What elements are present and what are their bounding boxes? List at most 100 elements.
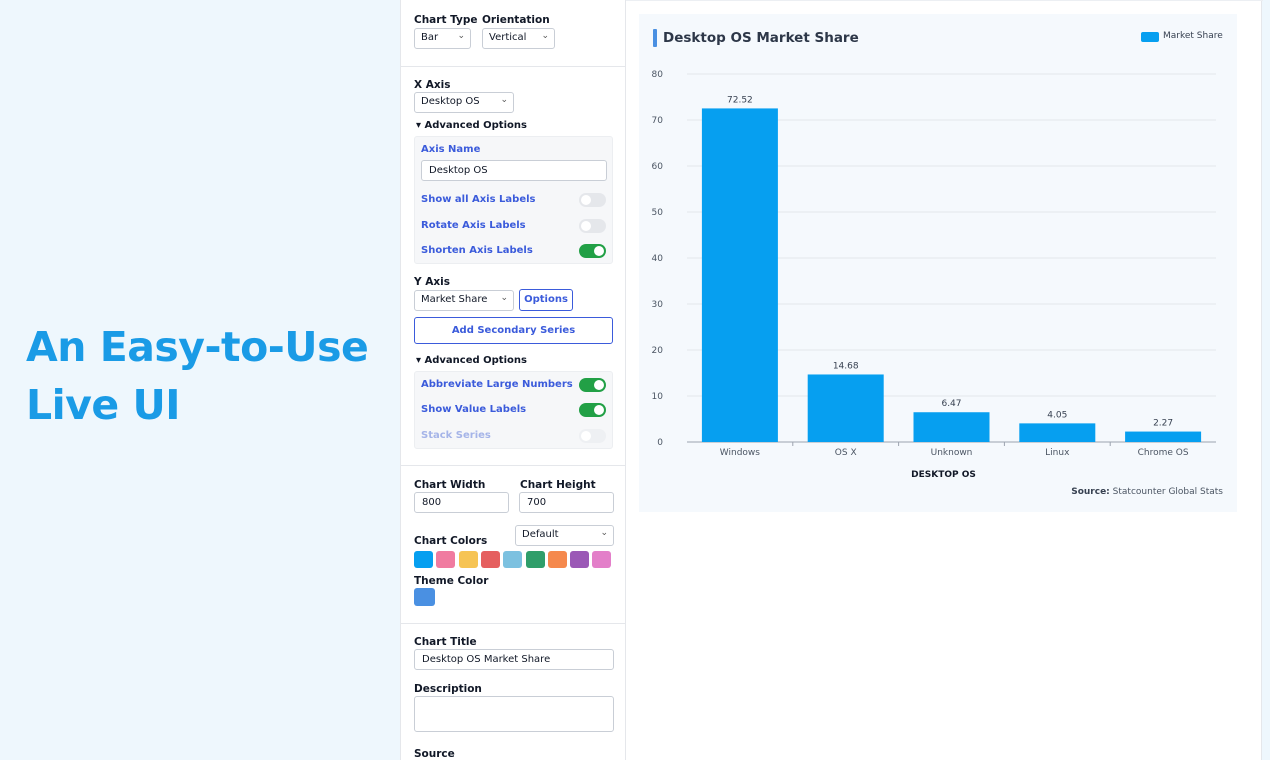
stack-series-label: Stack Series bbox=[421, 430, 491, 441]
title-accent-bar bbox=[653, 29, 657, 47]
chart-colors-label: Chart Colors bbox=[414, 535, 488, 547]
chart-colors-preset-value: Default bbox=[522, 529, 559, 540]
color-swatch[interactable] bbox=[503, 551, 523, 568]
chevron-down-icon: ⌄ bbox=[541, 31, 549, 41]
value-label: 2.27 bbox=[1153, 419, 1173, 429]
color-swatch[interactable] bbox=[414, 551, 433, 568]
section-divider bbox=[401, 66, 626, 67]
chart-height-label: Chart Height bbox=[520, 479, 596, 491]
y-axis-label: Y Axis bbox=[414, 276, 451, 288]
bar bbox=[1125, 431, 1202, 442]
bar bbox=[807, 374, 884, 442]
axis-name-input[interactable]: Desktop OS bbox=[421, 160, 607, 181]
y-axis-options-button[interactable]: Options bbox=[519, 289, 573, 311]
chart-preview: Desktop OS Market Share Market Share 0 10… bbox=[626, 0, 1263, 760]
chart-colors-preset-select[interactable]: Default ⌄ bbox=[515, 525, 614, 546]
value-label: 14.68 bbox=[833, 361, 859, 371]
chevron-down-icon: ⌄ bbox=[600, 528, 608, 538]
color-swatch[interactable] bbox=[570, 551, 590, 568]
x-axis-title: DESKTOP OS bbox=[911, 470, 976, 480]
chart-width-label: Chart Width bbox=[414, 479, 486, 491]
chevron-down-icon: ⌄ bbox=[457, 31, 465, 41]
chart-builder-app: Chart Type Bar ⌄ Orientation Vertical ⌄ … bbox=[400, 0, 1263, 760]
x-axis-value: Desktop OS bbox=[421, 96, 480, 107]
bar-chart: 0 10 20 30 40 50 60 70 80 72.52 Windows 14.68 OS X 6.… bbox=[652, 70, 1216, 480]
chart-title-label: Chart Title bbox=[414, 636, 477, 648]
y-axis-value: Market Share bbox=[421, 294, 488, 305]
source-text: Statcounter Global Stats bbox=[1112, 487, 1223, 497]
bar bbox=[701, 108, 778, 443]
shorten-axis-labels-toggle[interactable] bbox=[579, 244, 606, 258]
shorten-axis-labels-label: Shorten Axis Labels bbox=[421, 245, 533, 256]
stack-series-toggle[interactable] bbox=[579, 429, 606, 443]
hero-heading: An Easy-to-Use Live UI bbox=[26, 318, 386, 434]
orientation-select[interactable]: Vertical ⌄ bbox=[482, 28, 555, 49]
value-label: 4.05 bbox=[1047, 410, 1067, 420]
description-textarea[interactable] bbox=[414, 696, 614, 732]
rotate-axis-labels-label: Rotate Axis Labels bbox=[421, 220, 526, 231]
color-swatch[interactable] bbox=[592, 551, 612, 568]
x-tick-label: Windows bbox=[720, 448, 760, 458]
bar bbox=[1019, 423, 1096, 442]
rotate-axis-labels-toggle[interactable] bbox=[579, 219, 606, 233]
color-swatch[interactable] bbox=[480, 551, 500, 568]
chart-title: Desktop OS Market Share bbox=[663, 30, 859, 46]
x-tick-label: OS X bbox=[835, 448, 857, 458]
x-tick-label: Chrome OS bbox=[1138, 448, 1189, 458]
show-value-labels-toggle[interactable] bbox=[579, 403, 606, 417]
settings-panel: Chart Type Bar ⌄ Orientation Vertical ⌄ … bbox=[401, 0, 626, 760]
y-tick-label: 70 bbox=[652, 116, 664, 126]
y-tick-label: 10 bbox=[652, 392, 664, 402]
x-advanced-options-box: Axis Name Desktop OS Show all Axis Label… bbox=[414, 136, 613, 264]
bar bbox=[913, 412, 990, 442]
hero-line-2: Live UI bbox=[26, 381, 181, 429]
y-tick-label: 40 bbox=[652, 254, 664, 264]
y-tick-label: 60 bbox=[652, 162, 664, 172]
color-swatch[interactable] bbox=[525, 551, 545, 568]
orientation-label: Orientation bbox=[482, 14, 550, 26]
chart-width-input[interactable]: 800 bbox=[414, 492, 509, 513]
y-advanced-options-box: Abbreviate Large Numbers Show Value Labe… bbox=[414, 371, 613, 449]
x-tick-label: Unknown bbox=[931, 448, 973, 458]
y-advanced-options-toggle[interactable]: ▾ Advanced Options bbox=[416, 355, 527, 366]
source-prefix: Source: bbox=[1071, 487, 1110, 497]
description-label: Description bbox=[414, 683, 482, 695]
x-tick-label: Linux bbox=[1045, 448, 1070, 458]
x-axis-label: X Axis bbox=[414, 79, 451, 91]
theme-color-label: Theme Color bbox=[414, 575, 489, 587]
hero-line-1: An Easy-to-Use bbox=[26, 323, 369, 371]
y-axis-select[interactable]: Market Share ⌄ bbox=[414, 290, 514, 311]
legend-swatch bbox=[1141, 32, 1159, 42]
chart-height-input[interactable]: 700 bbox=[519, 492, 614, 513]
chevron-down-icon: ⌄ bbox=[500, 95, 508, 105]
axis-name-label: Axis Name bbox=[421, 144, 481, 155]
section-divider bbox=[401, 465, 626, 466]
chart-title-input[interactable]: Desktop OS Market Share bbox=[414, 649, 614, 670]
y-tick-label: 0 bbox=[657, 438, 663, 448]
abbreviate-large-numbers-label: Abbreviate Large Numbers bbox=[421, 379, 573, 390]
show-all-axis-labels-toggle[interactable] bbox=[579, 193, 606, 207]
show-value-labels-label: Show Value Labels bbox=[421, 404, 527, 415]
x-axis-select[interactable]: Desktop OS ⌄ bbox=[414, 92, 514, 113]
y-tick-label: 30 bbox=[652, 300, 664, 310]
value-label: 72.52 bbox=[727, 95, 753, 105]
chart-card: Desktop OS Market Share Market Share 0 10… bbox=[639, 14, 1237, 512]
show-all-axis-labels-label: Show all Axis Labels bbox=[421, 194, 536, 205]
color-swatch[interactable] bbox=[458, 551, 478, 568]
color-swatch[interactable] bbox=[436, 551, 456, 568]
theme-color-swatch[interactable] bbox=[414, 588, 435, 606]
y-tick-label: 20 bbox=[652, 346, 664, 356]
chart-type-value: Bar bbox=[421, 32, 439, 43]
y-tick-label: 80 bbox=[652, 70, 664, 80]
value-label: 6.47 bbox=[941, 399, 961, 409]
abbreviate-large-numbers-toggle[interactable] bbox=[579, 378, 606, 392]
legend-label: Market Share bbox=[1163, 31, 1223, 41]
chart-type-select[interactable]: Bar ⌄ bbox=[414, 28, 471, 49]
chart-type-label: Chart Type bbox=[414, 14, 478, 26]
x-advanced-options-toggle[interactable]: ▾ Advanced Options bbox=[416, 120, 527, 131]
orientation-value: Vertical bbox=[489, 32, 527, 43]
source-label: Source bbox=[414, 748, 455, 760]
add-secondary-series-button[interactable]: Add Secondary Series bbox=[414, 317, 613, 344]
chart-source: Source: Statcounter Global Stats bbox=[1071, 487, 1223, 497]
color-swatch[interactable] bbox=[547, 551, 567, 568]
